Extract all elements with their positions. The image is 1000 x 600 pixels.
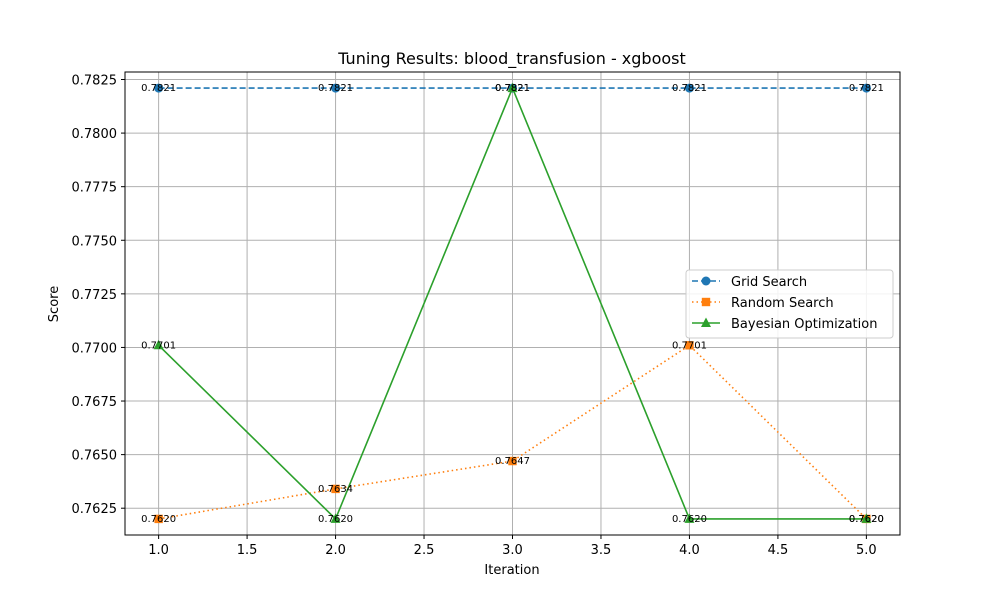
data-point-random-search: [331, 484, 340, 494]
data-point-bayesian-optimization: [684, 513, 695, 523]
x-axis-title: Iteration: [484, 563, 539, 578]
data-point-grid-search: [331, 83, 341, 93]
y-axis-title: Score: [47, 286, 62, 322]
data-point-bayesian-optimization: [153, 339, 164, 350]
data-point-random-search: [685, 341, 694, 350]
data-label-random-search: 0.7620: [849, 514, 884, 525]
data-label-bayesian-optimization: 0.7620: [849, 514, 884, 525]
legend-marker-random-search: [701, 297, 711, 307]
data-point-grid-search: [684, 83, 694, 93]
y-tick-label: 0.7775: [72, 181, 118, 196]
legend: Grid Search Random Search Bayesian Optimiz…: [685, 269, 894, 339]
series-line-random-search: [158, 344, 867, 520]
chart-title: Tuning Results: blood_transfusion - xgbo…: [337, 49, 686, 69]
x-tick-label: 3.0: [502, 543, 523, 558]
data-point-bayesian-optimization: [330, 513, 341, 523]
data-labels: 0.7821 0.7821 0.7821 0.7821 0.7821 0.7620 0.76…: [141, 83, 884, 525]
data-label-grid-search: 0.7821: [495, 83, 530, 94]
y-tick-label: 0.7800: [72, 127, 118, 142]
data-label-random-search: 0.7647: [495, 456, 530, 467]
y-tick-label: 0.7625: [72, 502, 118, 517]
data-label-bayesian-optimization: 0.7620: [672, 514, 707, 525]
data-point-bayesian-optimization: [861, 513, 872, 523]
x-tick-label: 1.5: [237, 543, 258, 558]
y-tick-label: 0.7725: [72, 288, 118, 303]
data-point-random-search: [508, 456, 517, 466]
x-tick-label: 4.0: [679, 543, 700, 558]
data-label-grid-search: 0.7821: [318, 83, 353, 94]
data-point-bayesian-optimization: [507, 82, 518, 93]
legend-label-random-search: Random Search: [731, 296, 834, 311]
data-label-random-search: 0.7620: [141, 514, 176, 525]
plot-frame: [124, 71, 901, 536]
y-tick-label: 0.7700: [72, 341, 118, 356]
y-axis: 0.7625 0.7650 0.7675 0.7700 0.7725 0.7750 0.77…: [72, 74, 125, 517]
x-tick-label: 2.0: [325, 543, 346, 558]
data-label-random-search: 0.7634: [318, 484, 353, 495]
data-point-grid-search: [861, 83, 871, 93]
x-tick-label: 3.5: [591, 543, 612, 558]
series-layer: [153, 82, 872, 524]
data-label-bayesian-optimization: 0.7620: [318, 514, 353, 525]
data-label-grid-search: 0.7821: [849, 83, 884, 94]
x-tick-label: 1.0: [148, 543, 169, 558]
legend-label-bayesian-optimization: Bayesian Optimization: [731, 317, 877, 332]
data-label-grid-search: 0.7821: [141, 83, 176, 94]
data-label-grid-search: 0.7821: [672, 83, 707, 94]
x-tick-label: 2.5: [414, 543, 435, 558]
y-tick-label: 0.7750: [72, 234, 118, 249]
data-point-random-search: [154, 514, 163, 524]
data-label-random-search: 0.7701: [672, 340, 707, 351]
legend-marker-grid-search: [701, 276, 711, 286]
legend-marker-bayesian-optimization: [701, 317, 711, 327]
x-tick-label: 4.5: [768, 543, 789, 558]
data-label-bayesian-optimization: 0.7821: [495, 83, 530, 94]
legend-label-grid-search: Grid Search: [731, 275, 807, 290]
data-point-grid-search: [154, 83, 164, 93]
x-tick-label: 5.0: [856, 543, 877, 558]
y-tick-label: 0.7675: [72, 395, 118, 410]
series-bayesian-optimization: [153, 82, 872, 523]
y-tick-label: 0.7825: [72, 74, 118, 89]
legend-box: [685, 269, 894, 339]
x-axis: 1.0 1.5 2.0 2.5 3.0 3.5 4.0 4.5 5.0: [148, 535, 877, 558]
y-tick-label: 0.7650: [72, 449, 118, 464]
data-label-bayesian-optimization: 0.7701: [141, 340, 176, 351]
